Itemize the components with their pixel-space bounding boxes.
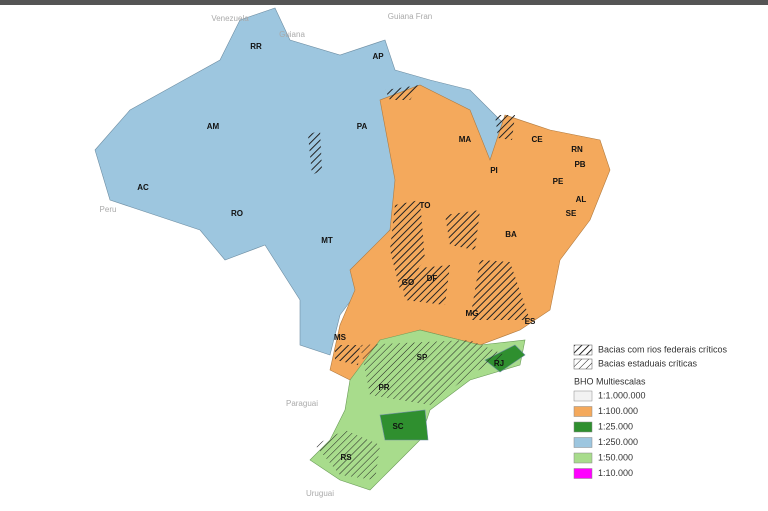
legend-swatch — [573, 390, 593, 402]
neighbor-label: Venezuela — [211, 14, 249, 23]
hatch-area — [470, 260, 530, 320]
regions — [94, 7, 611, 491]
state-label: SP — [417, 353, 428, 362]
state-label: PE — [553, 177, 564, 186]
state-label: CE — [531, 135, 543, 144]
hatch-area — [335, 345, 360, 365]
state-label: BA — [505, 230, 517, 239]
hatch-areas-state — [315, 340, 505, 480]
state-label: ES — [525, 317, 536, 326]
legend-title: BHO Multiescalas — [574, 376, 646, 386]
neighbor-label: Uruguai — [306, 489, 334, 498]
hatch-area — [390, 200, 425, 290]
state-label: PA — [357, 122, 368, 131]
legend-swatch — [573, 468, 593, 479]
state-label: PB — [574, 160, 585, 169]
state-label: RO — [231, 209, 243, 218]
legend-label: 1:50.000 — [598, 452, 633, 462]
neighbor-label: Guiana Fran — [388, 12, 432, 21]
hatch-areas — [308, 85, 530, 365]
state-label: MT — [321, 236, 333, 245]
legend-swatch — [573, 421, 593, 433]
state-label: AM — [207, 122, 220, 131]
neighbor-label: Guiana — [279, 30, 305, 39]
state-label: DF — [427, 274, 438, 283]
legend-hatch-swatch — [573, 344, 593, 356]
state-label: MS — [334, 333, 347, 342]
state-label: RR — [250, 42, 262, 51]
legend-swatch — [573, 452, 593, 464]
state-label: SC — [392, 422, 403, 431]
hatch-area — [385, 85, 420, 100]
state-label: PI — [490, 166, 498, 175]
hatch-area — [445, 210, 480, 250]
state-label: AP — [372, 52, 384, 61]
state-label: RS — [340, 453, 352, 462]
hatch-area — [360, 340, 505, 405]
state-label: GO — [402, 278, 414, 287]
legend-label: 1:250.000 — [598, 437, 638, 447]
hatch-area — [495, 115, 515, 140]
state-label: MG — [466, 309, 479, 318]
legend-label: 1:10.000 — [598, 468, 633, 478]
legend-label: Bacias com rios federais críticos — [598, 344, 728, 354]
hatch-area — [308, 130, 322, 175]
top-strip — [0, 0, 768, 5]
neighbor-label: Paraguai — [286, 399, 318, 408]
region-sc — [379, 409, 429, 441]
legend: Bacias com rios federais críticos Bacias … — [568, 338, 742, 486]
state-label: AL — [576, 195, 587, 204]
state-label: SE — [566, 209, 577, 218]
legend-swatch — [573, 406, 593, 417]
state-label: TO — [420, 201, 431, 210]
hatch-area — [315, 430, 380, 480]
state-label: MA — [459, 135, 472, 144]
legend-label: Bacias estaduais críticas — [598, 358, 698, 368]
region-rj — [484, 344, 526, 373]
legend-box — [568, 338, 742, 486]
state-label: AC — [137, 183, 149, 192]
legend-label: 1:1.000.000 — [598, 390, 646, 400]
hatch-area — [400, 265, 450, 305]
neighbor-label: Peru — [100, 205, 117, 214]
legend-label: 1:25.000 — [598, 421, 633, 431]
legend-hatch-swatch — [573, 358, 593, 370]
legend-swatch — [573, 437, 593, 448]
labels: RR AP AM PA MA CE RN PB PI PE AL SE AC RO TO BA MT GO DF MG… — [100, 12, 587, 498]
state-label: RN — [571, 145, 583, 154]
state-label: RJ — [494, 359, 504, 368]
state-label: PR — [378, 383, 389, 392]
legend-label: 1:100.000 — [598, 406, 638, 416]
